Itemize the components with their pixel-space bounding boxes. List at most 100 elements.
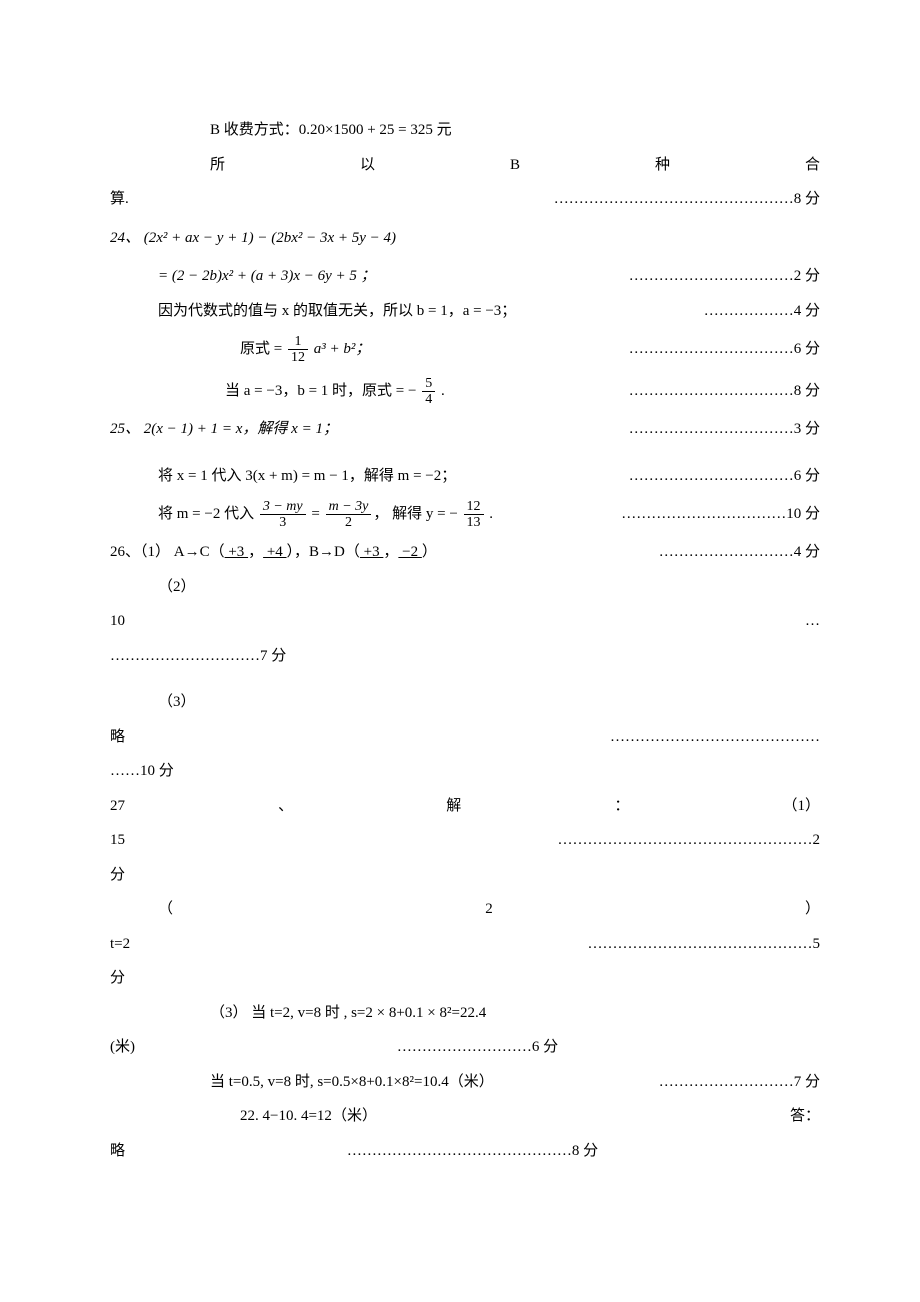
q26-3-tail: ……10 分 (110, 757, 820, 786)
txt: ， (248, 544, 263, 560)
math: 原式 = 112 a³ + b²； (240, 331, 370, 367)
q27-4: 22. 4 − 10. 4=12 （ 米 ） 答 ： (110, 1102, 820, 1131)
q25-step2: 将 x = 1 代入 3(x + m) = m − 1，解得 m = −2； …… (110, 462, 820, 491)
line-therefore: 所 以 B 种 合 (110, 151, 820, 180)
math: = (2 − 2b)x² + (a + 3)x − 6y + 5 ； (158, 262, 376, 291)
txt: ： (805, 1102, 820, 1131)
q27-3-unit: (米) ………………………6 分 (110, 1033, 820, 1062)
q27-3b: 当 t=0.5, v=8 时, s=0.5×8+0.1×8²=10.4（米） …… (110, 1068, 820, 1097)
txt: ） (362, 1102, 377, 1131)
txt: 略 (110, 1137, 125, 1166)
txt: ： (614, 792, 629, 821)
txt: 答 (790, 1102, 805, 1131)
q24-step1: = (2 − 2b)x² + (a + 3)x − 6y + 5 ； ……………… (110, 262, 820, 291)
txt: 当 a = −3，b = 1 时，原式 = − (225, 383, 420, 399)
fraction: 3 − my3 (260, 499, 306, 531)
txt: 解 (446, 792, 461, 821)
txt: 将 x = 1 代入 3(x + m) = m − 1，解得 m = −2； (158, 462, 456, 491)
txt: （ (158, 895, 173, 924)
denominator: 2 (326, 514, 372, 530)
numerator: m − 3y (326, 499, 372, 514)
txt: = (308, 506, 324, 522)
blank: +3 (225, 544, 248, 560)
q25-head: 25、 2(x − 1) + 1 = x，解得 x = 1； ………………………… (110, 415, 820, 444)
score-dots: ……………………………10 分 (621, 496, 820, 532)
txt: 因为代数式的值与 x 的取值无关，所以 b = 1，a = −3； (158, 297, 516, 326)
score-dots: ……………………………6 分 (629, 462, 820, 491)
score-dots: ……………………………6 分 (629, 331, 820, 367)
line-suan: 算. …………………………………………8 分 (110, 185, 820, 214)
txt: 当 t=0.5, v=8 时, s=0.5×8+0.1×8²=10.4（米） (210, 1068, 494, 1097)
score-dots: …………………………………………8 分 (554, 185, 820, 214)
txt: . (486, 506, 494, 522)
txt: 算. (110, 185, 129, 214)
q25-step3: 将 m = −2 代入 3 − my3 = m − 3y2， 解得 y = − … (110, 496, 820, 532)
q27-2-paren: （ 2 ） (110, 895, 820, 924)
q24-step3: 原式 = 112 a³ + b²； ……………………………6 分 (110, 331, 820, 367)
fraction: 1213 (464, 499, 484, 531)
q24-head: 24、 (2x² + ax − y + 1) − (2bx² − 3x + 5y… (110, 224, 820, 253)
txt: 所 (210, 151, 225, 180)
txt: 27 (110, 792, 125, 821)
math: 25、 2(x − 1) + 1 = x，解得 x = 1； (110, 415, 338, 444)
score-dots: ……………………………2 分 (629, 262, 820, 291)
numerator: 1 (288, 334, 308, 349)
q24-step4: 当 a = −3，b = 1 时，原式 = − 54 . ……………………………… (110, 373, 820, 409)
score-dots: … (805, 607, 820, 636)
txt: B (510, 151, 520, 180)
score-dots: ……………………………8 分 (629, 373, 820, 409)
txt: 以 (360, 151, 375, 180)
txt: 种 (655, 151, 670, 180)
q26-2-head: （2） (110, 573, 820, 602)
fraction: m − 3y2 (326, 499, 372, 531)
txt: 15 (110, 826, 125, 855)
txt: 米 (347, 1102, 362, 1131)
txt: ， (383, 544, 398, 560)
txt: − (270, 1102, 278, 1131)
txt: 合 (805, 151, 820, 180)
math: 将 m = −2 代入 3 − my3 = m − 3y2， 解得 y = − … (158, 496, 493, 532)
q26-3: 略 …………………………………… (110, 723, 820, 752)
txt: . (437, 383, 445, 399)
q26-2-score: …………………………7 分 (110, 642, 820, 671)
line-b-fee: B 收费方式：0.20×1500 + 25 = 325 元 (110, 116, 820, 145)
txt: 将 m = −2 代入 (158, 506, 258, 522)
txt: 略 (110, 723, 125, 752)
q27-1: 15 ……………………………………………2 (110, 826, 820, 855)
denominator: 13 (464, 514, 484, 530)
txt: 原式 = (240, 341, 286, 357)
score-dots: ………………………7 分 (659, 1068, 820, 1097)
txt: ， 解得 y = − (373, 506, 461, 522)
denominator: 4 (422, 391, 435, 407)
txt: 、 (278, 792, 293, 821)
txt: (米) (110, 1033, 135, 1062)
blank: +3 (360, 544, 383, 560)
denominator: 3 (260, 514, 306, 530)
txt: 22. 4 (240, 1102, 270, 1131)
txt: （1） (782, 792, 820, 821)
txt: ） (422, 544, 437, 560)
txt: 26、（1） A→C（ (110, 544, 225, 560)
q27-2-fen: 分 (110, 964, 820, 993)
math: 当 a = −3，b = 1 时，原式 = − 54 . (225, 373, 445, 409)
txt: ），B→D（ (287, 544, 360, 560)
q27-1-fen: 分 (110, 861, 820, 890)
txt: 2 (485, 895, 493, 924)
score-dots: …………………………………… (610, 723, 820, 752)
denominator: 12 (288, 349, 308, 365)
q27-head: 27 、 解 ： （1） (110, 792, 820, 821)
score-dots: ………………………………………8 分 (347, 1137, 598, 1166)
txt: ） (805, 895, 820, 924)
score-dots: ………………………………………5 (588, 930, 821, 959)
score-dots: ………………………6 分 (397, 1033, 558, 1062)
q26-1: 26、（1） A→C（ +3 ， +4 ），B→D（ +3 ， −2 ） ………… (110, 538, 820, 567)
txt: （ (332, 1102, 347, 1131)
blank: −2 (398, 544, 421, 560)
txt: a³ + b²； (310, 341, 370, 357)
document-page: B 收费方式：0.20×1500 + 25 = 325 元 所 以 B 种 合 … (0, 0, 920, 1231)
q26-3-head: （3） (110, 688, 820, 717)
numerator: 3 − my (260, 499, 306, 514)
numerator: 12 (464, 499, 484, 514)
txt: 26、（1） A→C（ +3 ， +4 ），B→D（ +3 ， −2 ） (110, 538, 437, 567)
txt: t=2 (110, 930, 130, 959)
